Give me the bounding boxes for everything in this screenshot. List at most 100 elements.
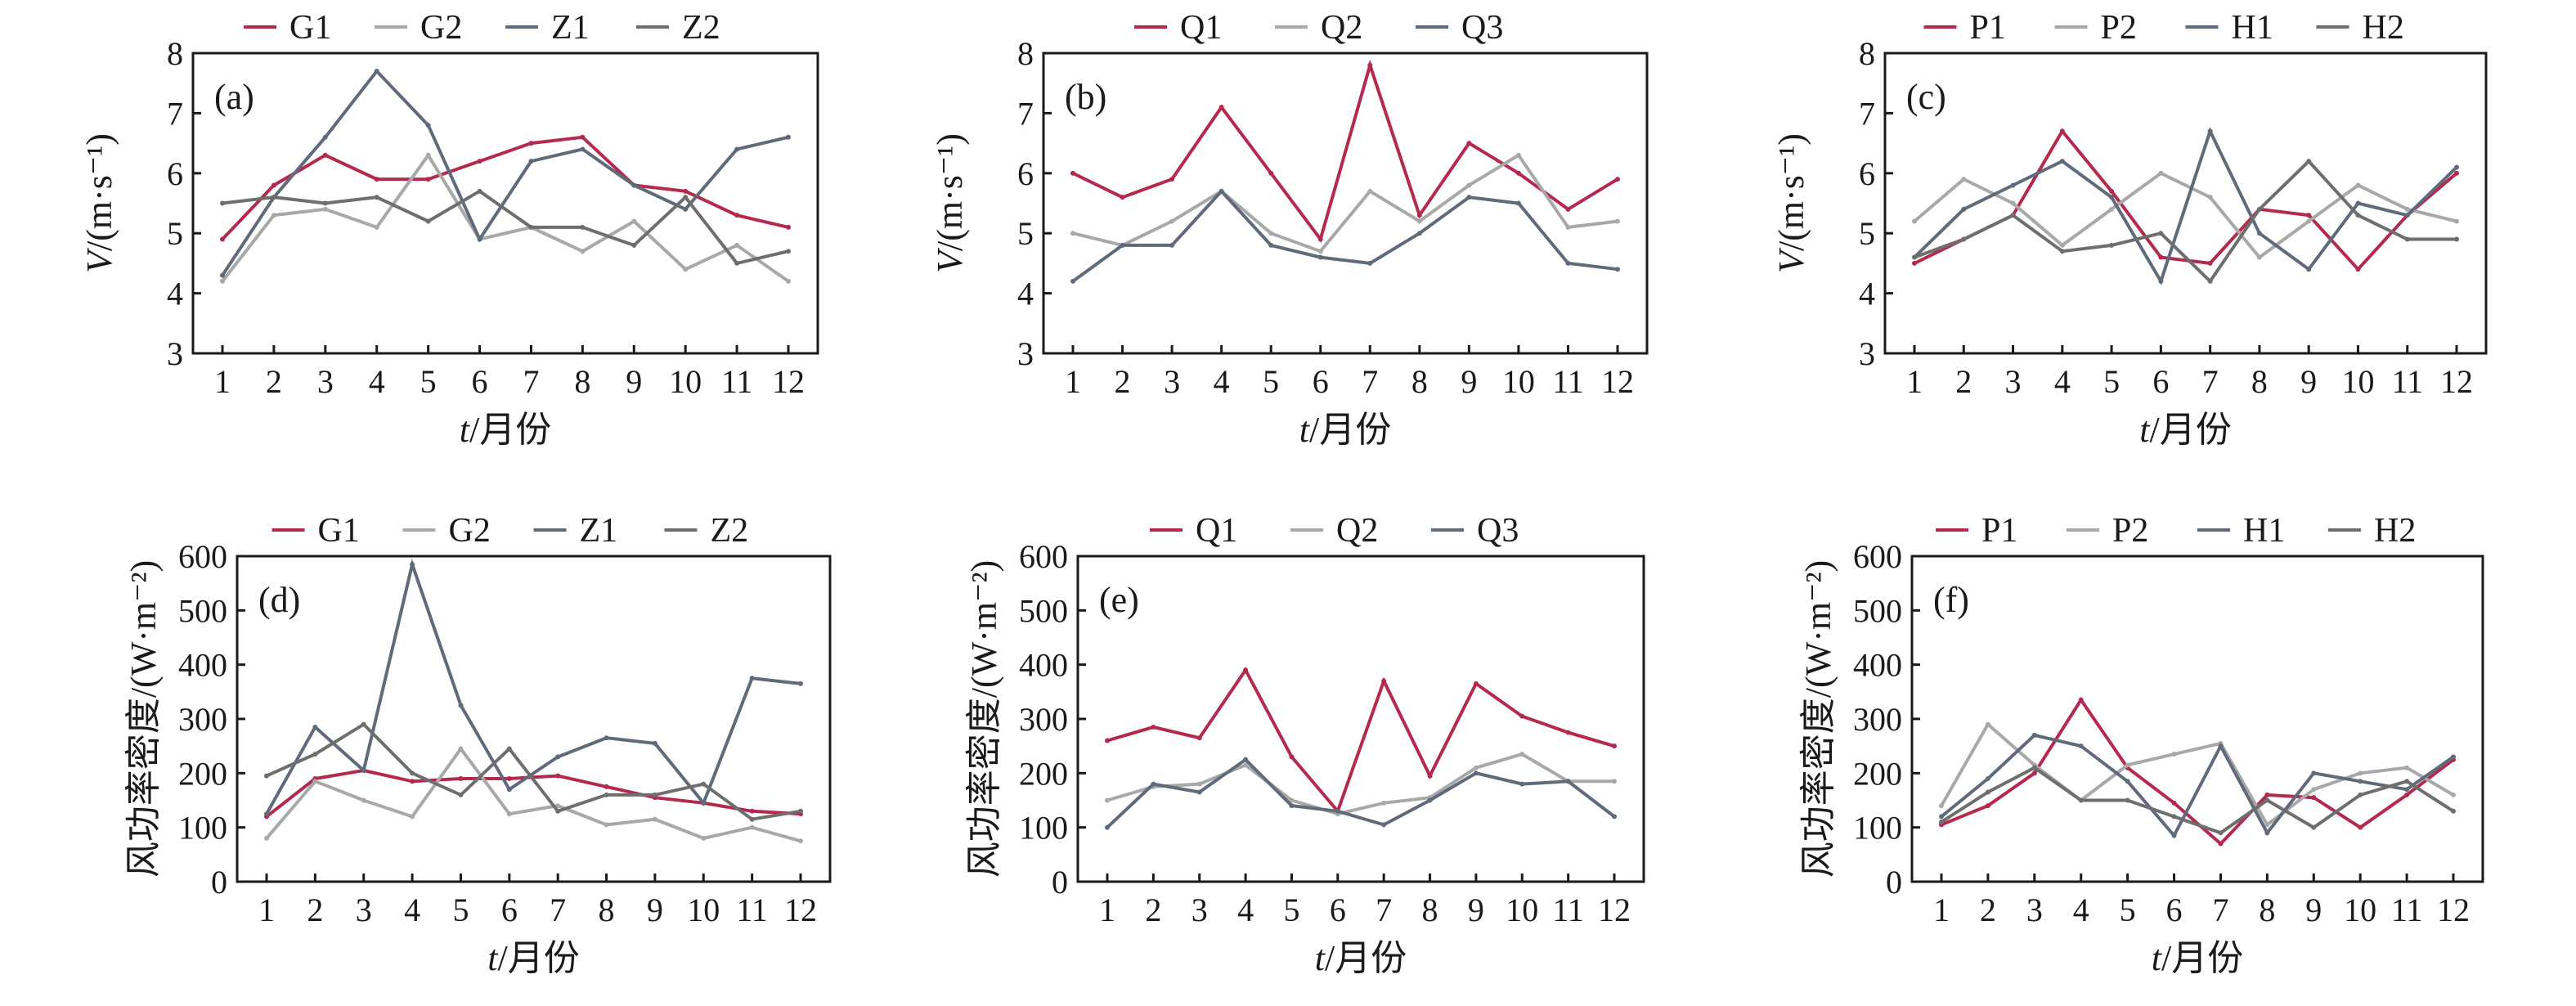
x-tick-label: 11 (1552, 891, 1584, 928)
data-point-z1 (312, 724, 318, 730)
legend: G1 G2 Z1 Z2 (244, 9, 720, 47)
series-line-h2 (1914, 159, 2457, 284)
data-point-p2 (2404, 765, 2410, 770)
y-tick-label: 8 (167, 35, 183, 72)
data-point-q2 (1289, 797, 1295, 803)
series-line-q3 (1071, 188, 1618, 283)
x-tick-label: 2 (1115, 363, 1131, 400)
data-point-q1 (1473, 680, 1479, 686)
data-point-q1 (1105, 738, 1110, 743)
legend: P1 P2 H1 H2 (1936, 512, 2416, 550)
plot-frame (1042, 52, 1649, 355)
series-line-z1 (265, 558, 801, 815)
panel-label: (c) (1906, 77, 1946, 117)
data-point-g1 (734, 213, 740, 218)
plot-frame (1076, 555, 1645, 883)
data-point-h1 (2109, 195, 2115, 200)
x-tick-label: 12 (1598, 891, 1631, 928)
data-point-h1 (1939, 814, 1944, 820)
x-tick-label: 6 (2152, 363, 2169, 400)
data-point-q1 (1120, 195, 1125, 200)
data-point-h2 (2451, 808, 2456, 814)
data-point-g2 (604, 822, 609, 828)
plot-frame (191, 52, 819, 355)
x-tick-label: 3 (317, 363, 334, 400)
data-point-z2 (506, 746, 512, 752)
data-point-h1 (1985, 775, 1990, 781)
data-point-z1 (683, 206, 689, 212)
data-point-p1 (2355, 267, 2361, 272)
y-tick-label: 7 (1017, 95, 1034, 132)
data-point-q1 (1196, 735, 1202, 741)
y-tick-label: 100 (1853, 810, 1902, 847)
data-point-g2 (580, 249, 586, 254)
series-line-h1 (1913, 127, 2458, 285)
y-tick-label: 7 (167, 95, 183, 132)
legend: Q1 Q2 Q3 (1150, 512, 1519, 550)
data-point-z1 (786, 134, 791, 140)
x-tick-label: 2 (1955, 363, 1972, 400)
y-tick-label: 3 (167, 335, 183, 372)
data-point-z1 (374, 69, 379, 74)
data-point-h2 (2218, 830, 2224, 836)
series-line-z1 (221, 68, 789, 276)
x-tick-label: 11 (721, 363, 753, 400)
x-tick-label: 5 (1283, 891, 1299, 928)
data-point-p2 (2264, 822, 2270, 828)
data-point-q3 (1565, 779, 1571, 784)
data-point-p2 (1912, 218, 1917, 224)
data-point-z1 (264, 811, 269, 817)
data-point-z2 (555, 808, 561, 814)
data-point-h1 (2059, 159, 2065, 164)
data-point-q1 (1289, 754, 1295, 760)
x-axis-label: t/月份 (2139, 410, 2231, 450)
y-tick-label: 6 (167, 155, 183, 192)
y-tick-label: 5 (167, 215, 183, 252)
data-point-g2 (798, 838, 803, 844)
y-tick-label: 200 (1019, 755, 1068, 792)
series-line-z2 (266, 722, 801, 821)
data-point-z1 (798, 680, 803, 686)
data-point-g1 (322, 152, 328, 158)
data-point-p1 (2358, 824, 2363, 830)
data-point-q1 (1519, 713, 1525, 719)
x-tick-label: 4 (369, 363, 385, 400)
y-tick-label: 200 (1853, 755, 1902, 792)
panel-label: (f) (1933, 580, 1969, 620)
data-point-q3 (1105, 824, 1110, 830)
data-point-p1 (2306, 213, 2312, 218)
data-point-q2 (1268, 231, 1274, 236)
data-point-q3 (1151, 781, 1156, 787)
y-tick-label: 300 (1853, 701, 1902, 738)
data-point-q3 (1317, 254, 1323, 260)
data-point-z1 (701, 800, 707, 806)
data-point-h2 (2311, 824, 2317, 830)
x-tick-label: 9 (647, 891, 663, 928)
data-point-z2 (786, 249, 791, 254)
data-point-z2 (683, 195, 689, 200)
data-point-q3 (1196, 789, 1202, 795)
plot-frame (1910, 555, 2484, 883)
data-point-q3 (1615, 267, 1620, 272)
legend-label: Q3 (1461, 9, 1503, 47)
data-point-z1 (528, 159, 534, 164)
series-line-q2 (1072, 153, 1618, 254)
data-point-q1 (1427, 773, 1433, 779)
data-point-p2 (2355, 182, 2361, 188)
x-tick-label: 3 (1192, 891, 1208, 928)
legend-label: G2 (420, 9, 462, 47)
x-tick-label: 7 (2202, 363, 2219, 400)
data-point-q2 (1565, 224, 1571, 230)
data-point-z1 (410, 561, 415, 567)
data-point-z1 (652, 740, 657, 746)
data-point-g2 (506, 811, 512, 817)
data-point-q1 (1243, 667, 1249, 673)
y-tick-label: 5 (1859, 215, 1875, 252)
data-point-p1 (2031, 770, 2037, 776)
data-point-z1 (458, 703, 464, 708)
data-point-z2 (631, 242, 637, 248)
